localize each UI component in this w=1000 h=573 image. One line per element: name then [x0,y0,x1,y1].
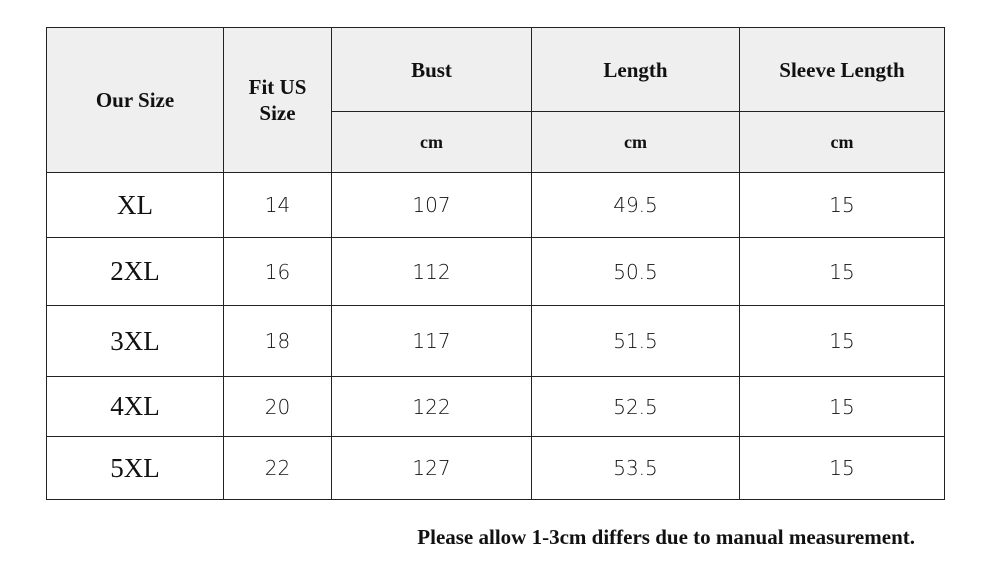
header-row: Our Size Fit US Size Bust Length Sleeve … [46,27,945,173]
header-cell: Sleeve Length [739,27,945,112]
table-body: XL 14 107 49.5 15 2XL 16 112 50.5 15 3XL 18 117 51.5 1… [46,172,945,500]
value-cell: 15 [739,436,945,500]
value-cell: 15 [739,305,945,377]
value-cell: 15 [739,172,945,238]
note: Please allow 1-3cm differs due to manual… [417,525,915,549]
value-cell: 16 [223,237,332,306]
table-head: Our Size Fit US Size Bust Length Sleeve … [46,27,945,173]
size-cell: 2XL [46,237,224,306]
value-cell: 15 [739,376,945,437]
value-cell: 52.5 [531,376,740,437]
unit-cell: cm [739,111,945,173]
table-row: XL 14 107 49.5 15 [46,172,945,238]
value-cell: 51.5 [531,305,740,377]
header-cell: Bust [331,27,532,112]
value-cell: 18 [223,305,332,377]
value-cell: 49.5 [531,172,740,238]
size-table: Our Size Fit US Size Bust Length Sleeve … [46,27,945,500]
value-cell: 122 [331,376,532,437]
value-cell: 127 [331,436,532,500]
unit-cell: cm [331,111,532,173]
size-cell: XL [46,172,224,238]
header-cell: Fit US Size [223,27,332,173]
value-cell: 50.5 [531,237,740,306]
table-row: 4XL 20 122 52.5 15 [46,376,945,437]
value-cell: 112 [331,237,532,306]
unit-cell: cm [531,111,740,173]
value-cell: 14 [223,172,332,238]
size-cell: 5XL [46,436,224,500]
table-row: 2XL 16 112 50.5 15 [46,237,945,306]
unit-row: cm cm cm [47,111,945,173]
value-cell: 15 [739,237,945,306]
header-cell: Our Size [46,27,224,173]
size-cell: 4XL [46,376,224,437]
value-cell: 117 [331,305,532,377]
value-cell: 22 [223,436,332,500]
value-cell: 53.5 [531,436,740,500]
value-cell: 20 [223,376,332,437]
header-cell: Length [531,27,740,112]
table-row: 5XL 22 127 53.5 15 [46,436,945,500]
value-cell: 107 [331,172,532,238]
table-row: 3XL 18 117 51.5 15 [46,305,945,377]
size-cell: 3XL [46,305,224,377]
